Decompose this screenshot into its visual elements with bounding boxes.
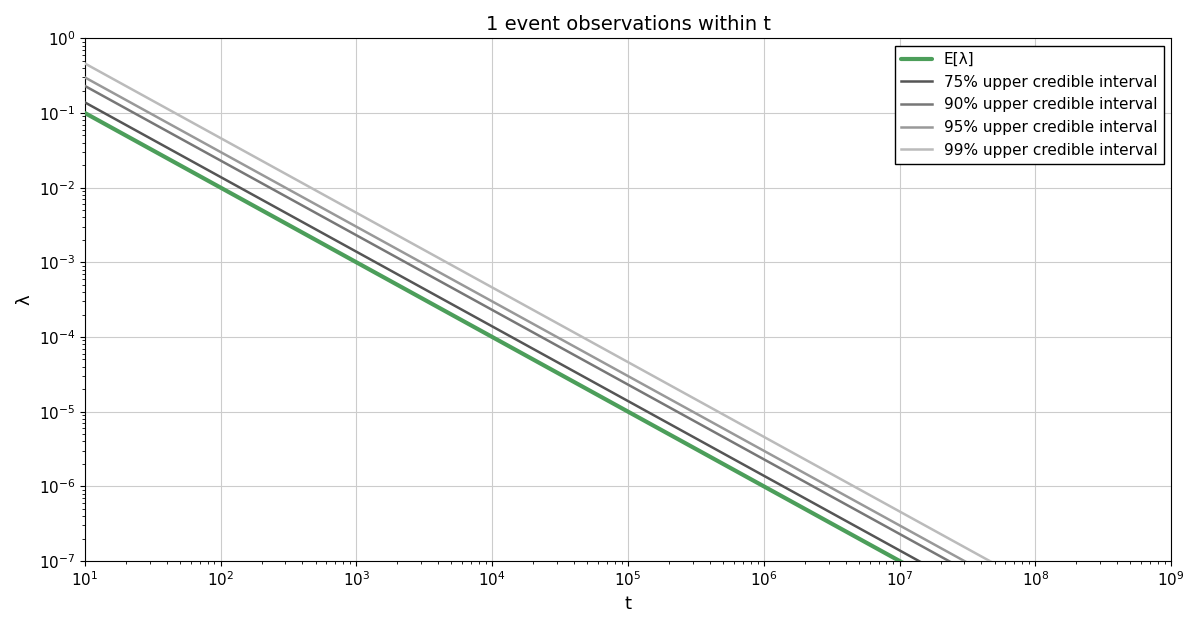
Title: 1 event observations within t: 1 event observations within t [486, 15, 770, 34]
90% upper credible interval [823, 492, 838, 500]
75% upper credible interval [823, 509, 838, 516]
95% upper credible interval [517, 315, 532, 323]
E[λ] [823, 519, 838, 527]
Line: 75% upper credible interval: 75% upper credible interval [85, 102, 1171, 628]
90% upper credible interval [944, 559, 959, 566]
99% upper credible interval [188, 121, 203, 128]
95% upper credible interval [925, 539, 940, 547]
E[λ] [517, 351, 532, 359]
90% upper credible interval [556, 345, 570, 353]
95% upper credible interval [823, 484, 838, 491]
Legend: E[λ], 75% upper credible interval, 90% upper credible interval, 95% upper credib: E[λ], 75% upper credible interval, 90% u… [895, 46, 1164, 164]
75% upper credible interval [944, 575, 959, 583]
99% upper credible interval [517, 301, 532, 309]
E[λ] [556, 372, 570, 380]
75% upper credible interval [517, 340, 532, 348]
Line: 95% upper credible interval: 95% upper credible interval [85, 77, 1171, 628]
99% upper credible interval [823, 470, 838, 477]
Line: 90% upper credible interval: 90% upper credible interval [85, 86, 1171, 628]
75% upper credible interval [925, 565, 940, 572]
99% upper credible interval [944, 536, 959, 544]
90% upper credible interval [925, 548, 940, 556]
E[λ] [925, 575, 940, 583]
95% upper credible interval [188, 134, 203, 142]
90% upper credible interval [517, 324, 532, 332]
95% upper credible interval [944, 550, 959, 558]
75% upper credible interval [78, 99, 92, 106]
95% upper credible interval [556, 337, 570, 344]
99% upper credible interval [556, 323, 570, 330]
E[λ] [944, 586, 959, 593]
99% upper credible interval [925, 526, 940, 533]
E[λ] [78, 109, 92, 117]
90% upper credible interval [188, 143, 203, 151]
75% upper credible interval [556, 362, 570, 369]
Line: 99% upper credible interval: 99% upper credible interval [85, 63, 1171, 628]
X-axis label: t: t [624, 595, 631, 613]
99% upper credible interval [78, 60, 92, 67]
Y-axis label: λ: λ [14, 295, 32, 305]
75% upper credible interval [188, 160, 203, 167]
Line: E[λ]: E[λ] [85, 113, 1171, 628]
95% upper credible interval [78, 73, 92, 81]
E[λ] [188, 170, 203, 178]
90% upper credible interval [78, 82, 92, 90]
